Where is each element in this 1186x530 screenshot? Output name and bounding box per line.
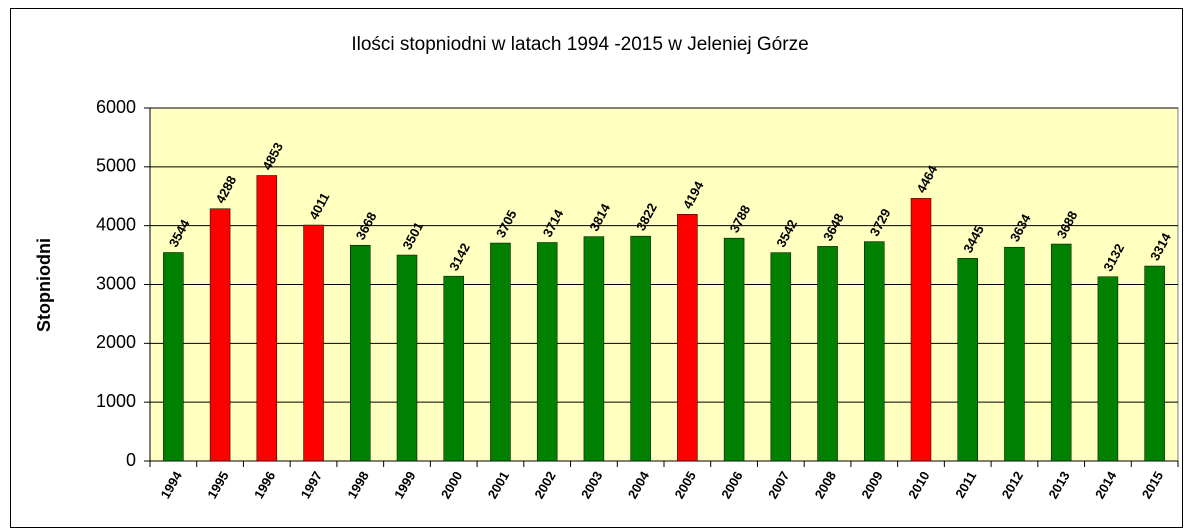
chart-title: Ilości stopniodni w latach 1994 -2015 w … xyxy=(351,34,808,55)
bar xyxy=(1004,246,1025,462)
y-tick-label: 4000 xyxy=(96,214,136,234)
bar xyxy=(1144,265,1165,462)
bar xyxy=(443,275,464,462)
bar xyxy=(910,198,932,462)
y-tick-label: 3000 xyxy=(96,273,136,293)
y-axis-label: Stopniodni xyxy=(34,238,54,332)
bar xyxy=(630,235,651,462)
y-tick-label: 6000 xyxy=(96,97,136,117)
bar xyxy=(490,242,511,462)
bar xyxy=(1097,276,1119,462)
y-tick-label: 5000 xyxy=(96,156,136,176)
y-tick-label: 0 xyxy=(126,450,136,470)
bar xyxy=(1050,243,1072,462)
bar xyxy=(396,254,418,462)
bar xyxy=(163,252,184,462)
bar xyxy=(957,258,978,462)
bar xyxy=(864,241,885,462)
bar xyxy=(677,214,698,462)
bar xyxy=(350,244,371,462)
bar xyxy=(256,175,278,462)
y-tick-label: 1000 xyxy=(96,391,136,411)
bar xyxy=(583,236,605,462)
bar xyxy=(303,224,324,462)
bar xyxy=(770,252,792,462)
bar xyxy=(723,237,745,462)
y-tick-label: 2000 xyxy=(96,332,136,352)
bar xyxy=(536,242,558,462)
bar xyxy=(209,208,231,462)
bar xyxy=(817,246,838,462)
